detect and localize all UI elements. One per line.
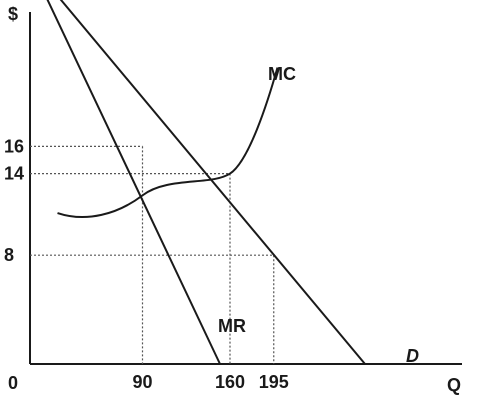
x-tick-label-90: 90 [132, 372, 152, 392]
y-tick-label-16: 16 [4, 136, 24, 156]
d-curve [59, 0, 366, 365]
y-tick-labels: 16 14 8 [4, 136, 24, 265]
mc-curve [57, 67, 279, 219]
y-tick-label-14: 14 [4, 164, 24, 184]
x-tick-label-160: 160 [215, 372, 245, 392]
d-label: D [406, 346, 419, 366]
curves [46, 0, 366, 365]
x-tick-label-195: 195 [259, 372, 289, 392]
x-axis-label: Q [447, 375, 461, 395]
mr-curve [46, 0, 221, 365]
x-tick-labels: 90 160 195 [132, 372, 288, 392]
mr-label: MR [218, 316, 246, 336]
y-tick-label-8: 8 [4, 245, 14, 265]
y-axis-label: $ [8, 4, 18, 24]
mc-label: MC [268, 64, 296, 84]
origin-label: 0 [8, 373, 18, 393]
